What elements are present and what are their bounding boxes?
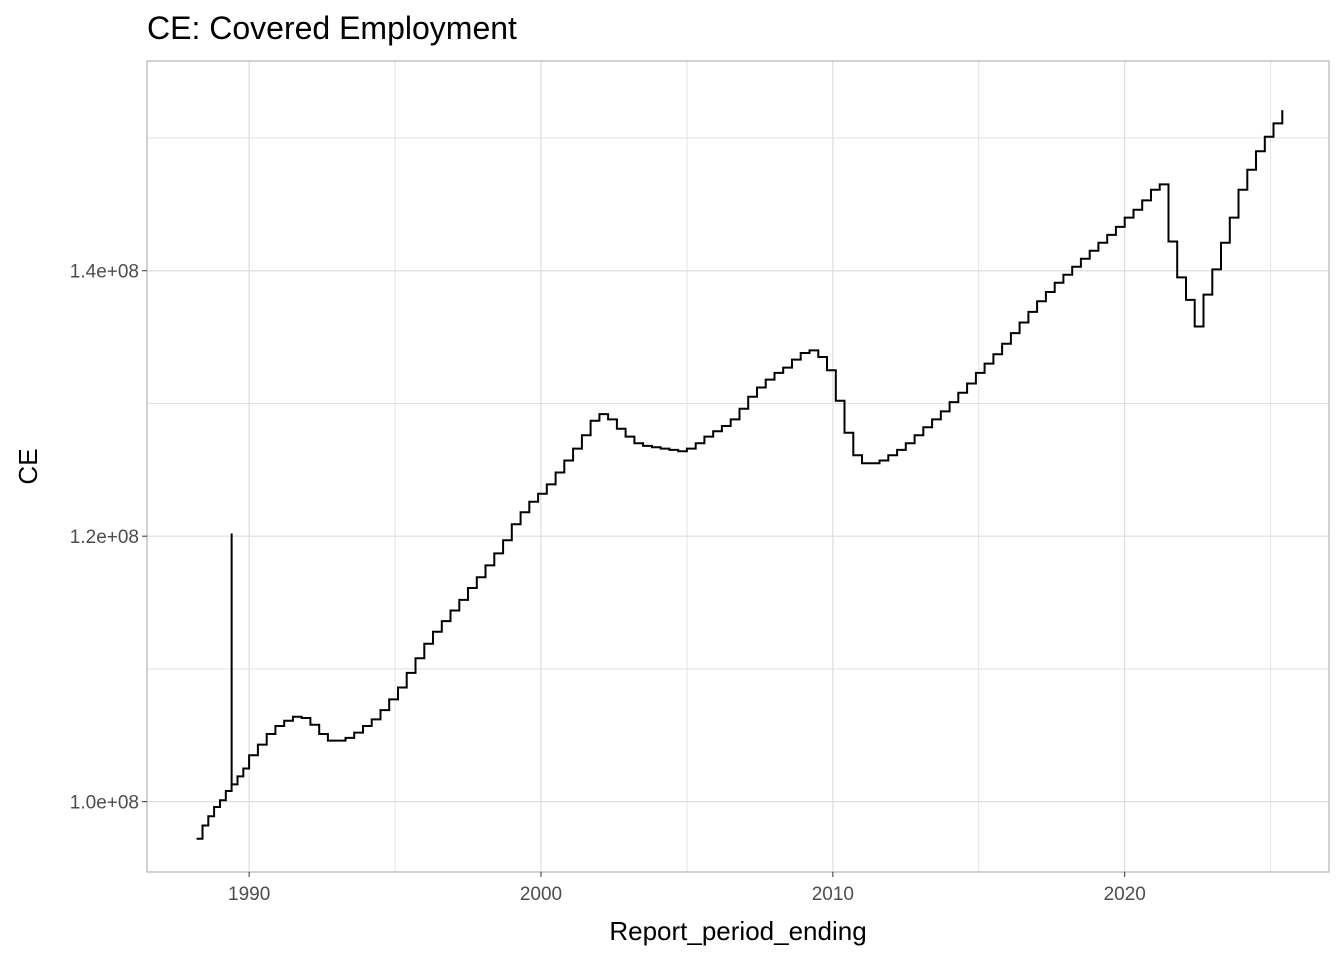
- x-tick-label: 2010: [812, 884, 854, 905]
- y-tick-label: 1.4e+08: [70, 262, 139, 283]
- panel-border: [146, 60, 1330, 873]
- x-tick-label: 2000: [520, 884, 562, 905]
- y-axis: 1.0e+08 1.2e+08 1.4e+08: [70, 262, 147, 814]
- x-axis: 1990 2000 2010 2020: [228, 872, 1146, 905]
- series-line: [196, 110, 1284, 840]
- series-group: [196, 110, 1284, 840]
- major-gridlines: [147, 61, 1329, 872]
- minor-gridlines: [147, 61, 1329, 872]
- x-tick-label: 2020: [1104, 884, 1146, 905]
- y-tick-label: 1.0e+08: [70, 793, 139, 814]
- y-axis-label: CE: [13, 448, 43, 484]
- chart-title: CE: Covered Employment: [147, 10, 517, 46]
- x-axis-label: Report_period_ending: [609, 916, 866, 946]
- y-tick-label: 1.2e+08: [70, 527, 139, 548]
- x-tick-label: 1990: [228, 884, 270, 905]
